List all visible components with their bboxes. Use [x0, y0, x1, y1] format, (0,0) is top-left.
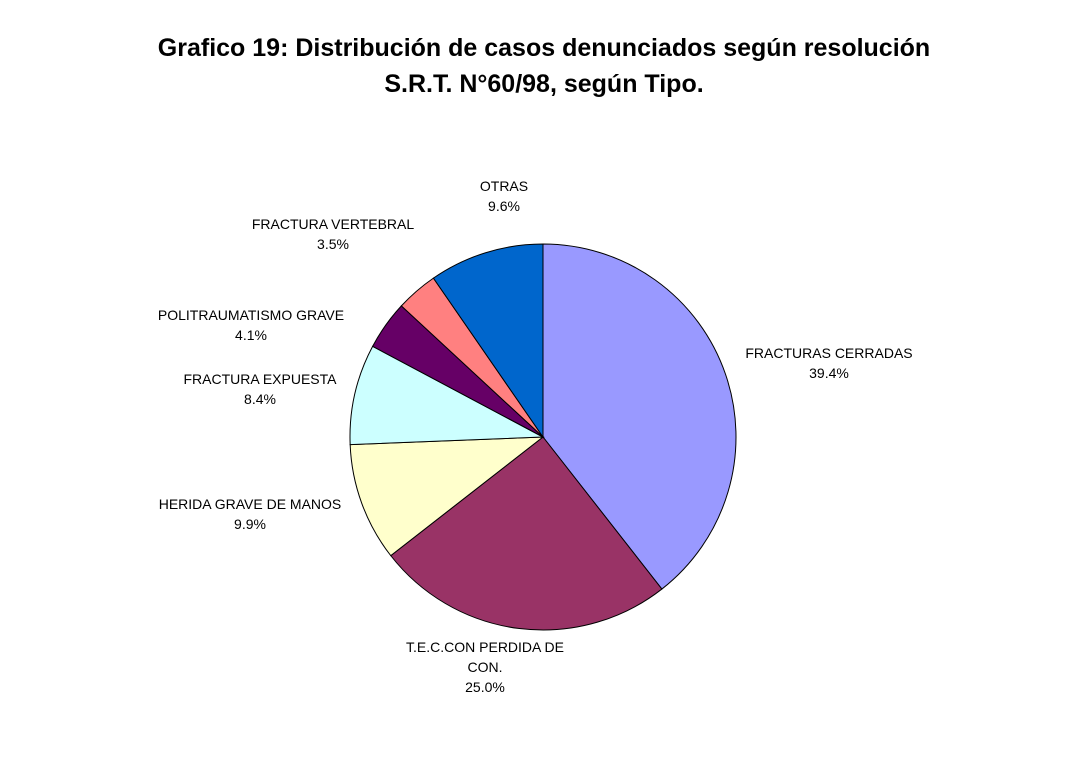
pie-slice-category: FRACTURAS CERRADAS	[745, 345, 912, 361]
pie-slice-label-5: FRACTURA VERTEBRAL 3.5%	[252, 216, 415, 252]
pie-slice-label-2: HERIDA GRAVE DE MANOS 9.9%	[159, 496, 342, 532]
pie-labels: FRACTURAS CERRADAS 39.4% T.E.C.CON PERDIDA…	[158, 178, 913, 695]
pie-slice-percent: 9.9%	[234, 516, 266, 532]
pie-slice-category: POLITRAUMATISMO GRAVE	[158, 307, 344, 323]
pie-slice-label-3: FRACTURA EXPUESTA 8.4%	[184, 371, 338, 407]
pie-slice-percent: 3.5%	[317, 236, 349, 252]
pie-slice-percent: 4.1%	[235, 327, 267, 343]
pie-slice-label-1: T.E.C.CON PERDIDA DE CON. 25.0%	[406, 639, 564, 695]
pie-slice-category: OTRAS	[480, 178, 528, 194]
chart-title-line-2: S.R.T. N°60/98, según Tipo.	[384, 70, 704, 98]
pie-slice-6	[432, 243, 544, 439]
pie-slice-label-0: FRACTURAS CERRADAS 39.4%	[745, 345, 912, 381]
pie-slice-0	[542, 243, 737, 590]
chart-title-line-1: Grafico 19: Distribución de casos denunc…	[157, 34, 931, 62]
pie-slice-percent: 39.4%	[809, 365, 849, 381]
pie-slice-category: T.E.C.CON PERDIDA DE	[406, 639, 564, 655]
pie-slice-percent: 25.0%	[465, 679, 505, 695]
pie-slice-label-6: OTRAS 9.6%	[480, 178, 528, 214]
pie-slice-percent: 9.6%	[488, 198, 520, 214]
pie-slice-percent: 8.4%	[244, 391, 276, 407]
pie-slice-category: FRACTURA VERTEBRAL	[252, 216, 415, 232]
pie-slice-category: CON.	[468, 659, 503, 675]
pie-slice-2	[349, 436, 545, 557]
pie-slice-label-4: POLITRAUMATISMO GRAVE 4.1%	[158, 307, 344, 343]
chart-title: Grafico 19: Distribución de casos denunc…	[0, 30, 1088, 102]
pie-slice-3	[349, 345, 545, 446]
pie-slice-1	[390, 436, 663, 631]
pie-slices	[349, 243, 737, 631]
pie-slice-category: HERIDA GRAVE DE MANOS	[159, 496, 342, 512]
pie-slice-category: FRACTURA EXPUESTA	[184, 371, 338, 387]
